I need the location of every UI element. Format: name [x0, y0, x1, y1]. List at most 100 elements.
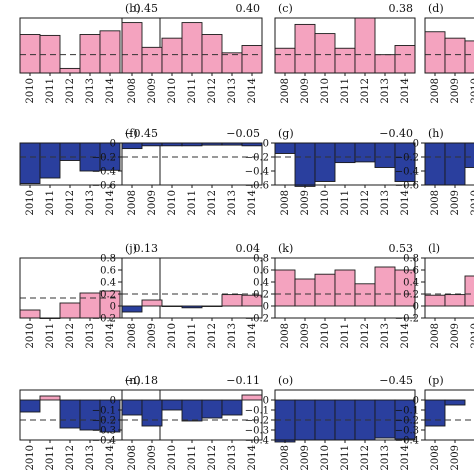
y-tick-label: −0.6 [395, 181, 419, 192]
x-tick-label-2009: 2009 [300, 190, 311, 215]
bar-2013 [374, 399, 396, 439]
bar-2010 [161, 399, 183, 411]
chart-panel-9: 0.80.60.40.20−0.2 2008 2009 2010 2011 2012 201… [92, 242, 263, 348]
x-tick-label-2014: 2014 [105, 190, 116, 215]
bar-2013 [374, 266, 396, 307]
panel-label: (n) [125, 374, 141, 387]
x-tick-label-2014: 2014 [400, 190, 411, 215]
x-tick-label-2010: 2010 [167, 445, 178, 470]
x-tick-label-2014: 2014 [247, 445, 258, 470]
x-tick-label-2014: 2014 [400, 323, 411, 348]
x-tick-label-2009: 2009 [450, 78, 461, 103]
chart-panel-13: 0−0.1−0.2−0.3−0.4 2008 2009 2010 2011 2012 201… [92, 374, 263, 470]
y-tick-label: −0.4 [395, 436, 419, 447]
x-tick-label-2012: 2012 [207, 78, 218, 103]
chart-panel-2: 2008 2009 2010 2011 2012 2013 2014 (c) 0.38 [274, 2, 416, 103]
x-tick-label-2011: 2011 [187, 78, 198, 103]
y-tick-label: 0 [413, 139, 419, 150]
x-tick-label-2010: 2010 [320, 445, 331, 470]
y-tick-label: −0.2 [245, 416, 269, 427]
bar-2011 [39, 395, 61, 401]
x-tick-label-2012: 2012 [207, 323, 218, 348]
bar-2008 [424, 294, 446, 307]
y-tick-label: 0.6 [403, 266, 419, 277]
x-tick-label-2009: 2009 [450, 445, 461, 470]
x-tick-label-2010: 2010 [25, 445, 36, 470]
x-tick-label-2014: 2014 [247, 78, 258, 103]
bar-2012 [201, 34, 223, 74]
y-tick-label: 0.4 [403, 278, 419, 289]
x-tick-label-2011: 2011 [340, 445, 351, 470]
bar-2009 [141, 299, 163, 307]
y-tick-label: 0 [110, 139, 116, 150]
bar-2010 [19, 34, 41, 74]
y-tick-label: −0.2 [395, 314, 419, 325]
bar-2008 [274, 47, 296, 74]
y-tick-label: 0.2 [403, 290, 419, 301]
bar-2009 [444, 142, 466, 186]
x-tick-label-2010: 2010 [470, 78, 474, 103]
panel-label: (k) [278, 242, 293, 255]
x-tick-label-2014: 2014 [247, 190, 258, 215]
panel-value: −0.18 [124, 374, 158, 387]
panel-label: (g) [278, 127, 294, 140]
x-tick-label-2008: 2008 [127, 190, 138, 215]
y-tick-label: −0.4 [245, 436, 269, 447]
x-tick-label-2013: 2013 [85, 323, 96, 348]
chart-panel-3: 2008 2009 2010 (d) [424, 2, 474, 103]
bar-2008 [121, 305, 143, 313]
bar-2010 [314, 33, 336, 74]
chart-panel-12: 2010 2011 2012 2013 2014 −0.18 [19, 374, 161, 470]
x-tick-label-2010: 2010 [167, 190, 178, 215]
bar-2012 [59, 142, 81, 161]
y-tick-label: 0.6 [253, 266, 269, 277]
y-tick-label: −0.2 [395, 153, 419, 164]
x-tick-label-2010: 2010 [167, 323, 178, 348]
y-tick-label: 0 [413, 396, 419, 407]
x-tick-label-2008: 2008 [127, 78, 138, 103]
x-tick-label-2009: 2009 [300, 78, 311, 103]
y-tick-label: −0.3 [395, 426, 419, 437]
x-tick-label-2014: 2014 [105, 445, 116, 470]
x-tick-label-2012: 2012 [207, 445, 218, 470]
x-tick-label-2010: 2010 [320, 190, 331, 215]
x-tick-label-2013: 2013 [85, 78, 96, 103]
x-tick-label-2013: 2013 [227, 190, 238, 215]
bar-2010 [464, 142, 474, 168]
bar-2012 [354, 283, 376, 307]
x-tick-label-2014: 2014 [105, 78, 116, 103]
y-tick-label: −0.2 [245, 153, 269, 164]
x-tick-label-2012: 2012 [65, 190, 76, 215]
chart-panel-6: 0 −0.2 −0.4 −0.6 2008 2009 2010 2011 2012 2013 201… [245, 127, 416, 215]
bar-2011 [181, 399, 203, 422]
chart-panel-7: 0 −0.2 −0.4 −0.6 2008 2009 2010 (h) [395, 127, 474, 215]
bar-2013 [221, 399, 243, 416]
y-tick-label: −0.6 [92, 181, 116, 192]
y-tick-label: −0.4 [92, 436, 116, 447]
bar-2011 [39, 142, 61, 179]
x-tick-label-2011: 2011 [45, 445, 56, 470]
y-tick-label: −0.1 [245, 406, 269, 417]
x-tick-label-2008: 2008 [430, 190, 441, 215]
chart-panel-8: 2010 2011 2012 2013 2014 0.13 [19, 242, 161, 348]
y-tick-label: 0 [413, 302, 419, 313]
y-tick-label: 0.8 [100, 254, 116, 265]
chart-panel-4: 2010 2011 2012 2013 2014 −0.45 [19, 127, 161, 215]
bar-2013 [221, 294, 243, 307]
panel-label: (c) [278, 2, 293, 15]
bar-2008 [274, 399, 296, 443]
x-tick-label-2010: 2010 [25, 78, 36, 103]
bar-2008 [121, 399, 143, 416]
bar-2011 [181, 22, 203, 74]
plot-frame [121, 142, 263, 186]
chart-panel-11: 0.80.60.40.20−0.2 2008 2009 2010 (l) [395, 242, 474, 348]
x-tick-label-2013: 2013 [227, 78, 238, 103]
bar-2013 [79, 34, 101, 74]
x-tick-label-2009: 2009 [450, 323, 461, 348]
x-tick-label-2008: 2008 [280, 445, 291, 470]
x-tick-label-2010: 2010 [320, 323, 331, 348]
x-tick-label-2008: 2008 [280, 190, 291, 215]
y-tick-label: 0.4 [100, 278, 116, 289]
panel-value: −0.40 [379, 127, 413, 140]
